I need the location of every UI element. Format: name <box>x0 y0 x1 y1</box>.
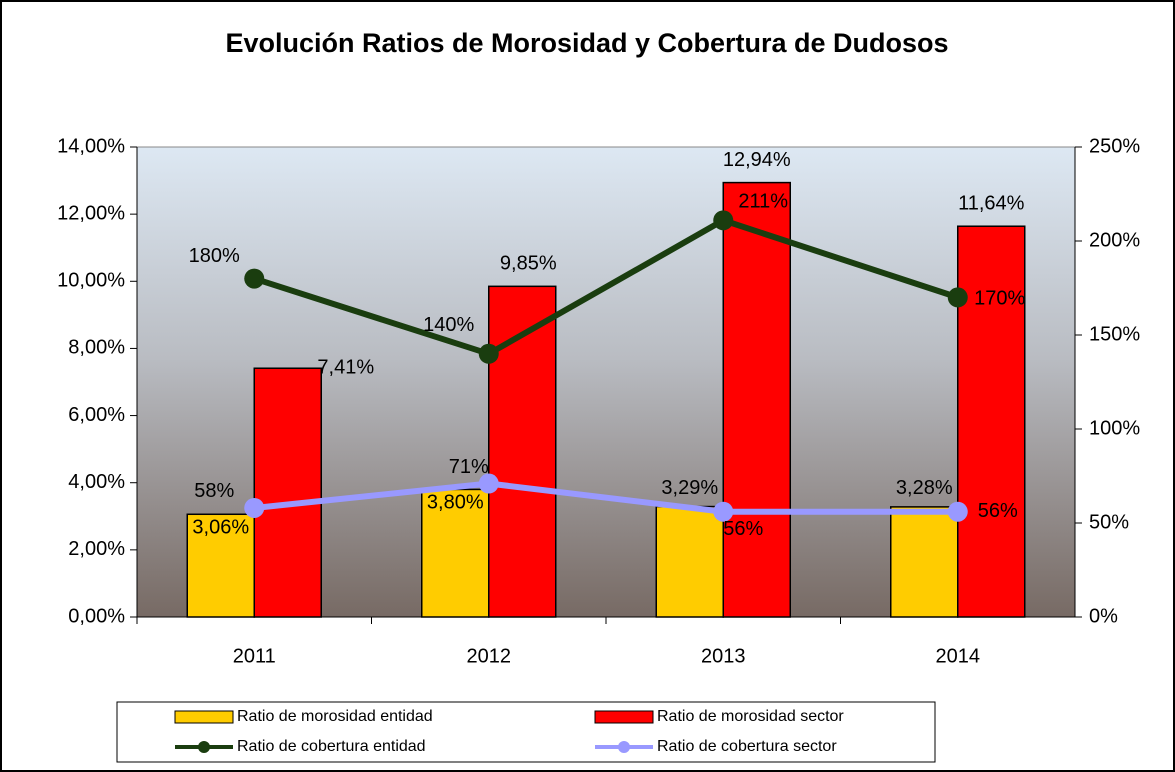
data-label: 180% <box>189 245 240 267</box>
data-label: 3,29% <box>661 477 718 499</box>
data-label: 9,85% <box>500 253 557 275</box>
y-tick-label: 10,00% <box>57 270 125 292</box>
line <box>253 217 959 358</box>
y-tick-label: 12,00% <box>57 202 125 224</box>
legend-label: Ratio de morosidad entidad <box>237 708 433 725</box>
y2-tick-label: 150% <box>1089 323 1140 345</box>
y-tick-label: 2,00% <box>68 538 125 560</box>
y-tick-label: 6,00% <box>68 404 125 426</box>
legend-label: Ratio de cobertura entidad <box>237 738 426 755</box>
y-tick-label: 14,00% <box>57 135 125 157</box>
y-tick-label: 4,00% <box>68 471 125 493</box>
y2-tick-label: 100% <box>1089 417 1140 439</box>
marker <box>244 268 265 289</box>
bar <box>421 488 490 618</box>
marker <box>713 501 734 522</box>
bar <box>890 506 959 618</box>
x-tick-label: 2014 <box>936 645 981 667</box>
y2-tick-label: 50% <box>1089 511 1129 533</box>
x-tick-label: 2013 <box>701 645 746 667</box>
marker <box>947 501 968 522</box>
data-label: 56% <box>978 500 1018 522</box>
data-label: 211% <box>738 191 788 213</box>
data-label: 3,06% <box>192 517 249 539</box>
legend-label: Ratio de morosidad sector <box>657 708 844 725</box>
bar <box>253 367 322 618</box>
y2-tick-label: 0% <box>1089 605 1118 627</box>
bar <box>722 181 791 618</box>
data-label: 56% <box>723 518 763 540</box>
data-label: 3,28% <box>896 477 953 499</box>
legend-swatch <box>174 710 234 724</box>
line <box>253 480 958 515</box>
data-label: 58% <box>194 480 234 502</box>
y-tick-label: 0,00% <box>68 605 125 627</box>
data-label: 140% <box>423 314 474 336</box>
data-label: 170% <box>974 288 1025 310</box>
data-label: 7,41% <box>317 357 374 379</box>
bar <box>488 285 557 618</box>
legend <box>116 701 936 763</box>
legend-marker <box>618 741 630 753</box>
bar <box>186 513 255 618</box>
marker <box>713 210 734 231</box>
data-label: 71% <box>449 456 489 478</box>
y2-tick-label: 200% <box>1089 229 1140 251</box>
bar <box>655 505 724 618</box>
y2-tick-label: 250% <box>1089 135 1140 157</box>
chart-title: Evolución Ratios de Morosidad y Cobertur… <box>225 28 948 58</box>
y-tick-label: 8,00% <box>68 337 125 359</box>
legend-marker <box>198 741 210 753</box>
bar <box>957 225 1026 618</box>
legend-swatch <box>594 710 654 724</box>
marker <box>947 287 968 308</box>
legend-label: Ratio de cobertura sector <box>657 738 837 755</box>
data-label: 11,64% <box>958 193 1025 215</box>
marker <box>478 343 499 364</box>
x-tick-label: 2011 <box>233 645 276 667</box>
x-tick-label: 2012 <box>467 645 512 667</box>
data-label: 3,80% <box>427 492 484 514</box>
data-label: 12,94% <box>723 149 791 171</box>
marker <box>244 497 265 518</box>
marker <box>478 473 499 494</box>
